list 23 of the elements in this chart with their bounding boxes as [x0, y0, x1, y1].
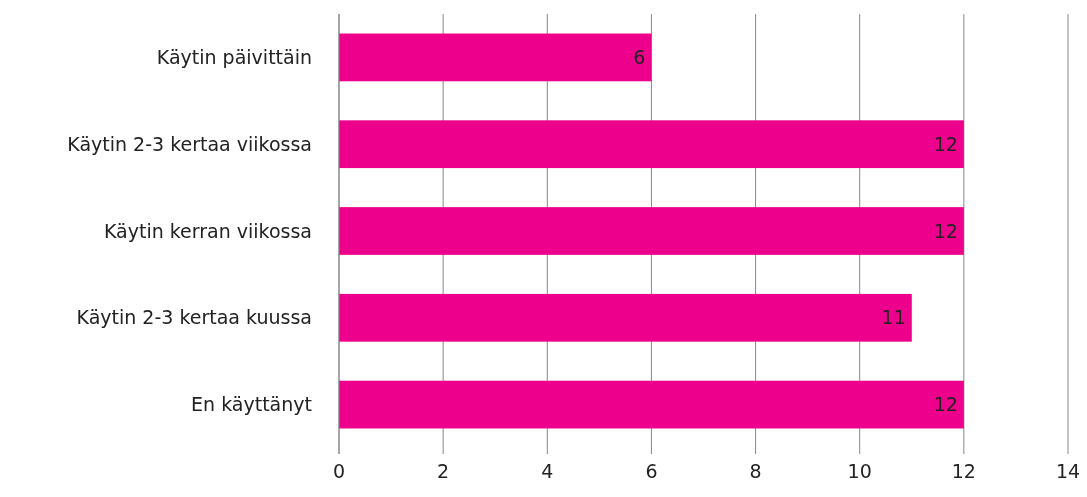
bar: [339, 293, 912, 342]
data-label: 11: [881, 306, 906, 329]
data-label: 12: [933, 132, 958, 155]
x-tick-label: 10: [847, 460, 872, 482]
bar: [339, 33, 652, 82]
data-label: 6: [633, 46, 646, 69]
y-tick-label: Käytin 2-3 kertaa kuussa: [76, 306, 312, 329]
x-tick-label: 4: [541, 460, 554, 482]
bar: [339, 120, 964, 169]
bar: [339, 207, 964, 255]
y-tick-label: Käytin kerran viikossa: [103, 219, 312, 242]
y-tick-label: Käytin 2-3 kertaa viikossa: [67, 132, 312, 155]
x-tick-label: 8: [749, 460, 762, 482]
x-tick-label: 6: [645, 460, 658, 482]
x-tick-label: 12: [951, 460, 976, 482]
x-tick-label: 14: [1055, 460, 1081, 482]
y-tick-label: Käytin päivittäin: [156, 46, 312, 69]
x-tick-label: 0: [332, 460, 346, 482]
data-label: 12: [933, 393, 958, 416]
y-tick-label: En käyttänyt: [191, 393, 312, 416]
x-tick-label: 2: [437, 460, 450, 482]
data-label: 12: [933, 219, 958, 242]
bar: [339, 380, 964, 429]
